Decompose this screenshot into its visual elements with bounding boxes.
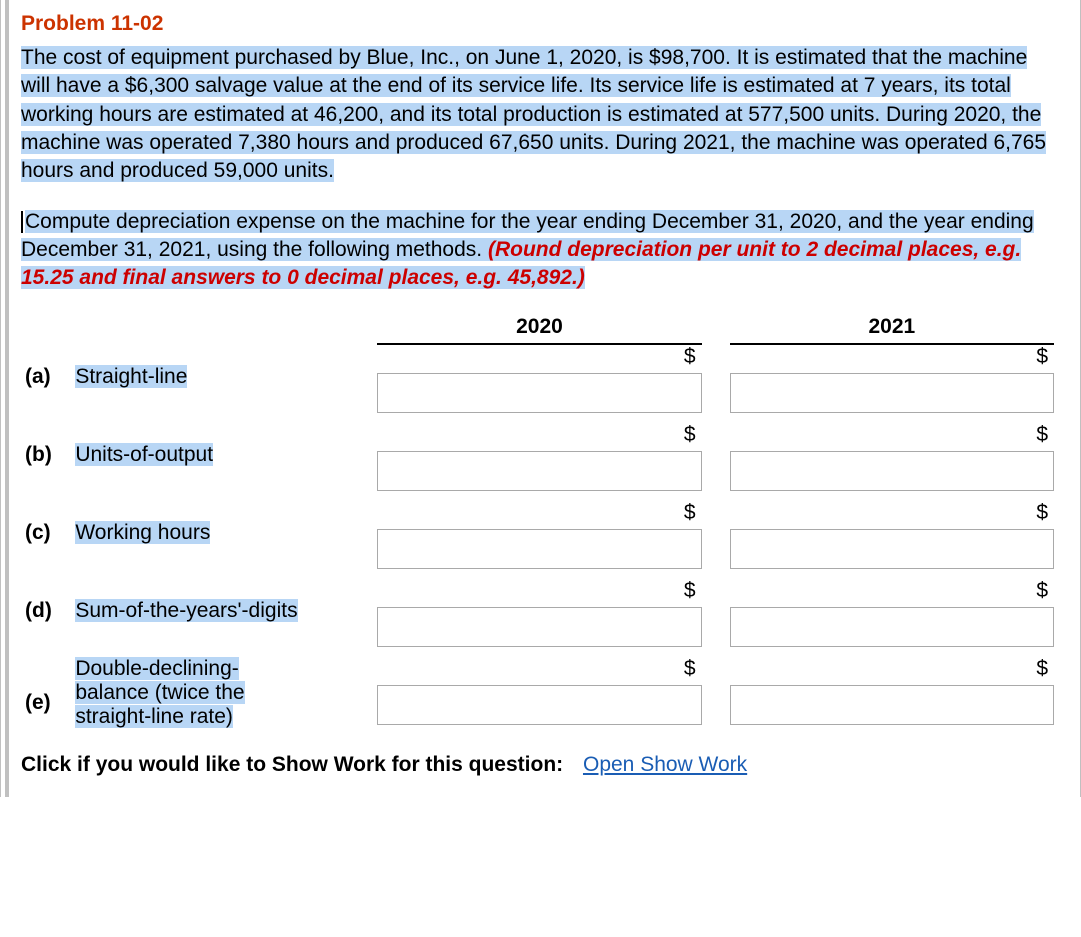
answer-input-e-2021[interactable] xyxy=(730,685,1054,725)
method-letter-d: (d) xyxy=(25,599,52,622)
show-work-line: Click if you would like to Show Work for… xyxy=(21,753,1058,777)
currency-symbol: $ xyxy=(684,501,696,524)
problem-paragraph-1: The cost of equipment purchased by Blue,… xyxy=(21,44,1058,186)
method-label-c: Working hours xyxy=(75,521,210,544)
answer-input-a-2020[interactable] xyxy=(377,373,701,413)
answer-input-a-2021[interactable] xyxy=(730,373,1054,413)
method-label-e-line3: straight-line rate) xyxy=(75,705,233,728)
method-label-b: Units-of-output xyxy=(75,443,213,466)
problem-heading: Problem 11-02 xyxy=(21,12,1058,36)
currency-symbol: $ xyxy=(684,657,696,680)
year-header-2020: 2020 xyxy=(516,315,563,338)
show-work-prompt: Click if you would like to Show Work for… xyxy=(21,753,563,776)
answer-input-b-2020[interactable] xyxy=(377,451,701,491)
currency-symbol: $ xyxy=(684,579,696,602)
method-label-e-line1: Double-declining- xyxy=(75,657,238,680)
answer-input-d-2020[interactable] xyxy=(377,607,701,647)
currency-symbol: $ xyxy=(1036,501,1048,524)
answer-input-c-2020[interactable] xyxy=(377,529,701,569)
answer-input-d-2021[interactable] xyxy=(730,607,1054,647)
open-show-work-link[interactable]: Open Show Work xyxy=(583,753,747,776)
answer-input-c-2021[interactable] xyxy=(730,529,1054,569)
method-label-d: Sum-of-the-years'-digits xyxy=(75,599,297,622)
method-label-e-line2: balance (twice the xyxy=(75,681,244,704)
currency-symbol: $ xyxy=(684,423,696,446)
currency-symbol: $ xyxy=(1036,579,1048,602)
method-letter-c: (c) xyxy=(25,521,51,544)
year-header-2021: 2021 xyxy=(869,315,916,338)
method-letter-e: (e) xyxy=(25,691,51,714)
method-letter-b: (b) xyxy=(25,443,52,466)
currency-symbol: $ xyxy=(1036,657,1048,680)
currency-symbol: $ xyxy=(1036,423,1048,446)
method-label-a: Straight-line xyxy=(75,365,187,388)
answer-input-b-2021[interactable] xyxy=(730,451,1054,491)
answer-input-e-2020[interactable] xyxy=(377,685,701,725)
answer-table: 2020 2021 (a) Straight-line $ $ xyxy=(21,315,1058,729)
currency-symbol: $ xyxy=(684,345,696,368)
problem-paragraph-2: Compute depreciation expense on the mach… xyxy=(21,208,1058,293)
method-letter-a: (a) xyxy=(25,365,51,388)
currency-symbol: $ xyxy=(1036,345,1048,368)
